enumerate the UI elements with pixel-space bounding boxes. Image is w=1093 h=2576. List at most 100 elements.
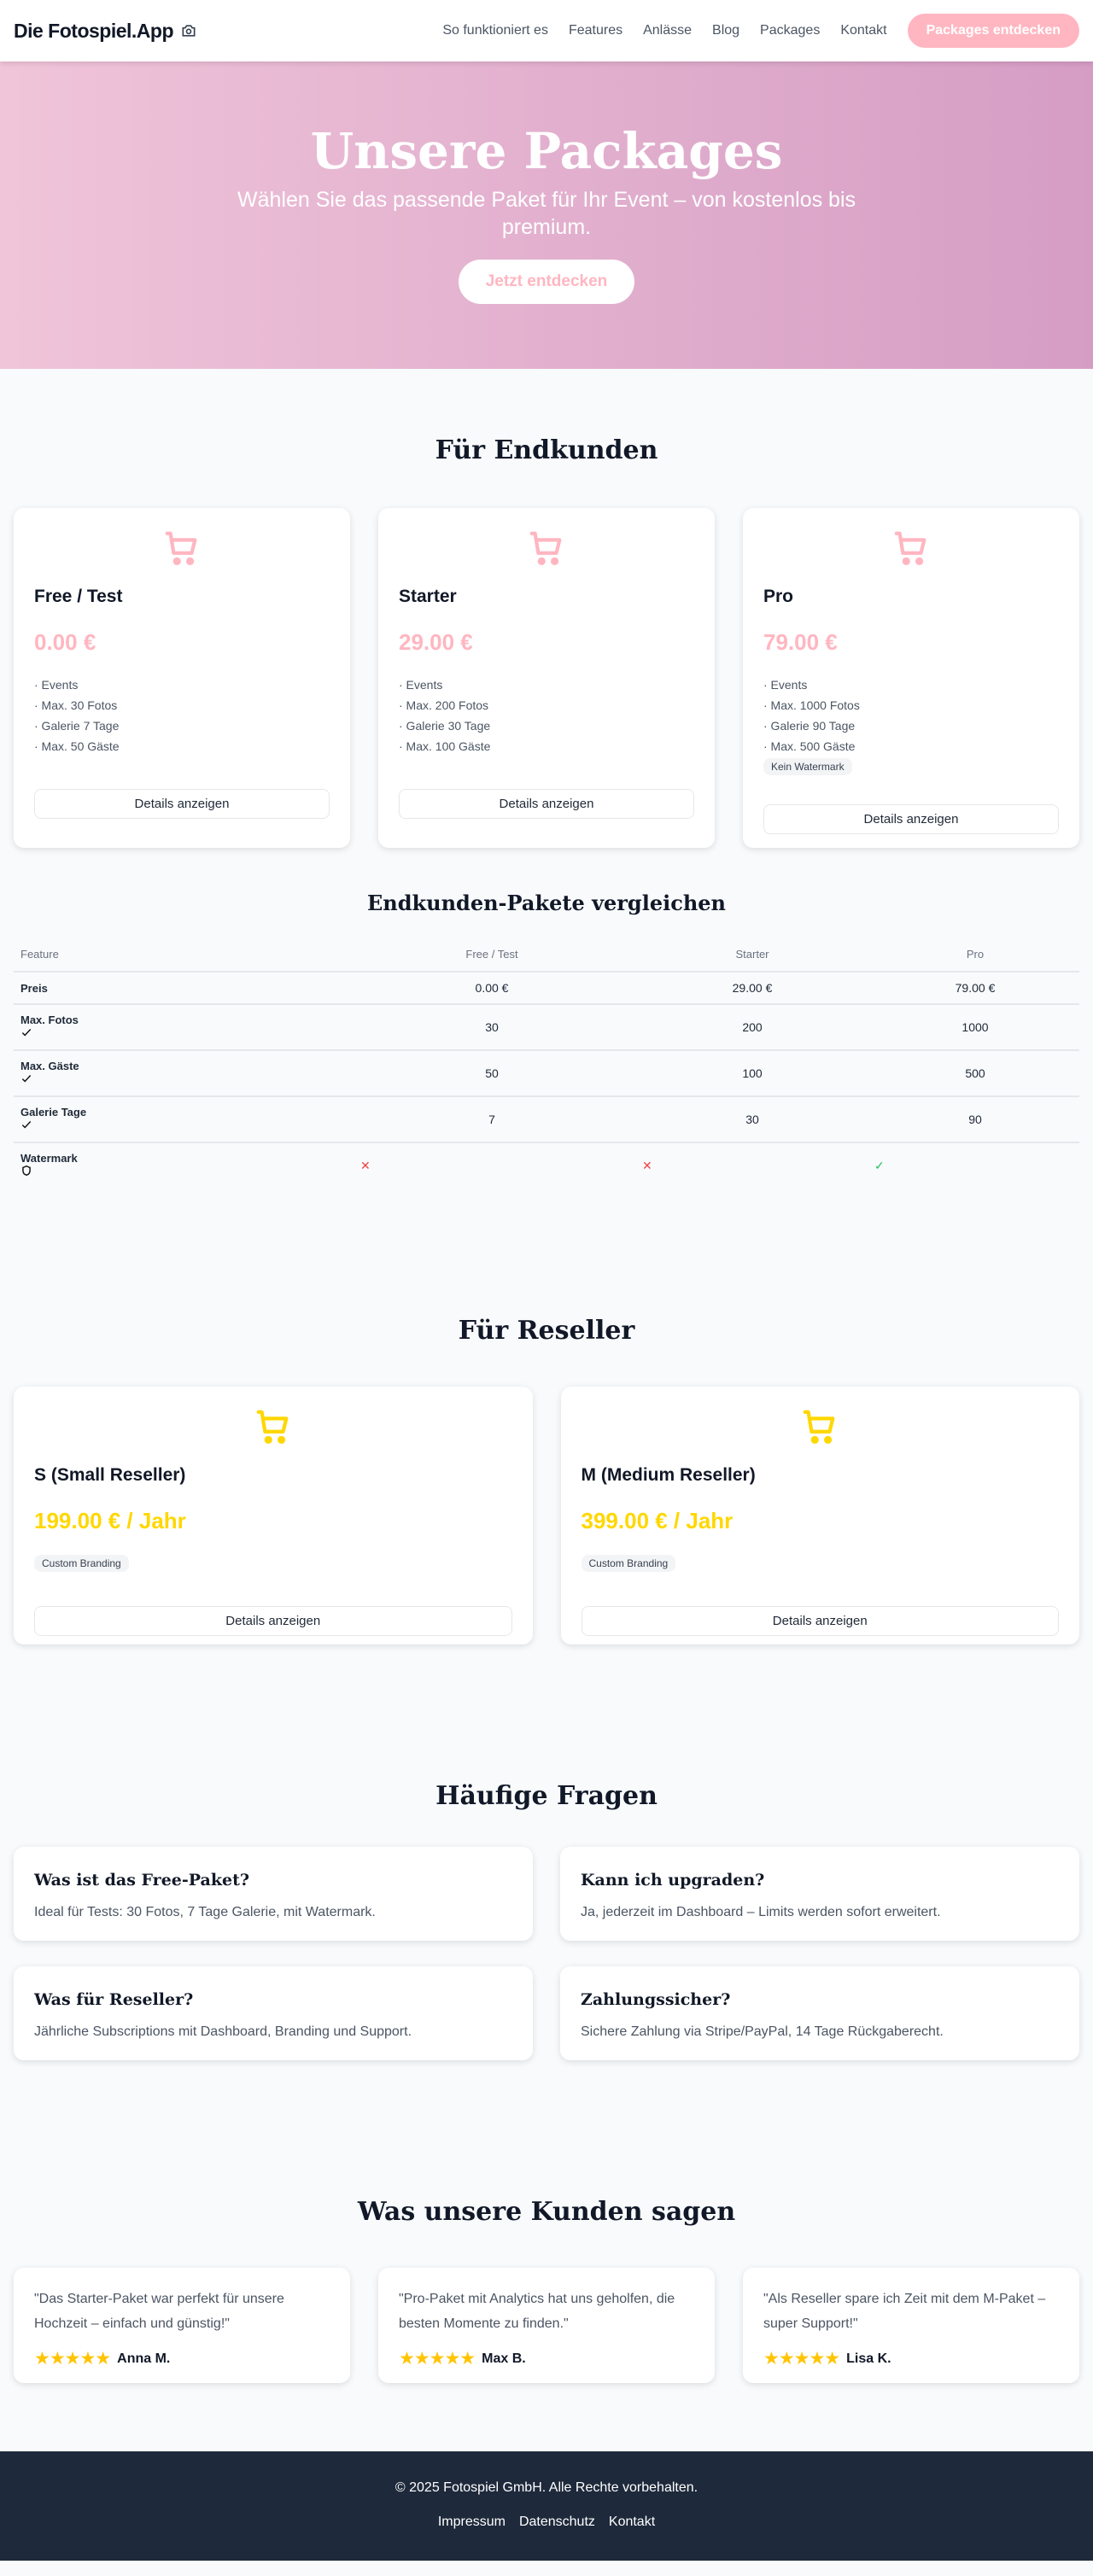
table-cell: 100: [634, 1050, 871, 1097]
table-cell: 1000: [871, 1004, 1079, 1051]
endkunden-section: Für Endkunden Free / Test 0.00 € · Event…: [0, 369, 1093, 1188]
feature-item: · Events: [763, 678, 808, 692]
feature-label: Watermark: [20, 1152, 78, 1165]
feature-tag: Kein Watermark: [763, 758, 852, 775]
check-icon: [21, 1029, 32, 1037]
table-cell: 500: [871, 1050, 1079, 1097]
feature-item: · Max. 500 Gäste: [763, 739, 856, 753]
table-row: Max. Fotos 30 200 1000: [14, 1004, 1079, 1051]
cross-icon: ✕: [642, 1158, 652, 1172]
feature-item: · Galerie 30 Tage: [399, 719, 491, 733]
faq-item[interactable]: Kann ich upgraden? Ja, jederzeit im Dash…: [560, 1847, 1079, 1941]
package-price: 79.00 €: [763, 629, 838, 655]
nav-link-anlaesse[interactable]: Anlässe: [643, 23, 693, 38]
package-name: Free / Test: [34, 587, 123, 606]
table-row: Watermark ✕ ✕ ✓: [14, 1142, 1079, 1188]
cart-icon: [256, 1410, 289, 1444]
package-price: 399.00 € / Jahr: [581, 1508, 734, 1533]
faq-question: Was für Reseller?: [34, 1990, 194, 2009]
testimonial-author: Lisa K.: [846, 2351, 891, 2366]
footer-link-datenschutz[interactable]: Datenschutz: [518, 2515, 595, 2529]
check-icon: [21, 1121, 32, 1129]
feature-label: Preis: [20, 981, 48, 995]
table-cell: 0.00 €: [350, 972, 634, 1005]
star-rating-icon: ★★★★★: [34, 2349, 111, 2369]
faq-item[interactable]: Was ist das Free-Paket? Ideal für Tests:…: [14, 1847, 533, 1941]
table-cell: 30: [350, 1004, 634, 1051]
faq-answer: Ja, jederzeit im Dashboard – Limits werd…: [581, 1905, 941, 1919]
feature-item: · Galerie 7 Tage: [34, 719, 120, 733]
hero-subtitle: Wählen Sie das passende Paket für Ihr Ev…: [237, 188, 856, 239]
faq-question: Was ist das Free-Paket?: [34, 1871, 250, 1890]
feature-item: · Galerie 90 Tage: [763, 719, 856, 733]
faq-item[interactable]: Zahlungssicher? Sichere Zahlung via Stri…: [560, 1966, 1079, 2060]
cart-icon: [894, 531, 926, 565]
testimonial-quote: "Pro-Paket mit Analytics hat uns geholfe…: [399, 2292, 675, 2331]
table-cell: 50: [350, 1050, 634, 1097]
nav-link-packages[interactable]: Packages: [760, 23, 821, 38]
feature-item: · Max. 200 Fotos: [399, 698, 489, 712]
nav-link-kontakt[interactable]: Kontakt: [840, 23, 887, 38]
column-header: Pro: [871, 938, 1079, 973]
feature-item: · Events: [399, 678, 443, 692]
compare-table: Feature Free / Test Starter Pro Preis 0.00 €2…: [14, 938, 1079, 1188]
details-button[interactable]: Details anzeigen: [763, 804, 1059, 834]
package-name: S (Small Reseller): [34, 1465, 186, 1485]
footer-link-impressum[interactable]: Impressum: [437, 2515, 506, 2529]
table-cell: 79.00 €: [871, 972, 1079, 1005]
table-row: Preis 0.00 €29.00 €79.00 €: [14, 972, 1079, 1005]
table-cell: 90: [871, 1096, 1079, 1143]
shield-icon: [22, 1165, 31, 1177]
nav-link-blog[interactable]: Blog: [712, 23, 740, 38]
packages-cta-button[interactable]: Packages entdecken: [907, 14, 1079, 48]
table-row: Max. Gäste 50 100 500: [14, 1050, 1079, 1097]
logo[interactable]: Die Fotospiel.App: [14, 20, 197, 43]
faq-item[interactable]: Was für Reseller? Jährliche Subscription…: [14, 1966, 533, 2060]
testimonial-quote: "Als Reseller spare ich Zeit mit dem M-P…: [763, 2292, 1046, 2331]
details-button[interactable]: Details anzeigen: [34, 1606, 512, 1636]
hero-title: Unsere Packages: [310, 122, 783, 180]
faq-answer: Sichere Zahlung via Stripe/PayPal, 14 Ta…: [581, 2024, 944, 2039]
feature-label: Galerie Tage: [20, 1106, 87, 1119]
details-button[interactable]: Details anzeigen: [581, 1606, 1059, 1636]
section-title: Für Endkunden: [435, 435, 658, 465]
check-icon: ✓: [874, 1158, 885, 1172]
column-header: Free / Test: [350, 938, 634, 973]
testimonial-quote: "Das Starter-Paket war perfekt für unser…: [34, 2292, 284, 2331]
package-card: Free / Test 0.00 € · Events · Max. 30 Fot…: [14, 508, 350, 848]
table-cell: 30: [634, 1096, 871, 1143]
testimonial-author: Max B.: [482, 2351, 526, 2366]
section-title: Für Reseller: [458, 1316, 635, 1346]
package-name: Pro: [763, 587, 794, 606]
hero-cta-button[interactable]: Jetzt entdecken: [458, 260, 635, 304]
table-cell: 7: [350, 1096, 634, 1143]
package-price: 0.00 €: [34, 629, 96, 655]
details-button[interactable]: Details anzeigen: [34, 789, 330, 819]
faq-question: Zahlungssicher?: [581, 1990, 731, 2009]
table-row: Galerie Tage 7 30 90: [14, 1096, 1079, 1143]
footer-link-kontakt[interactable]: Kontakt: [608, 2515, 656, 2529]
nav-link-features[interactable]: Features: [568, 23, 623, 38]
faq-answer: Jährliche Subscriptions mit Dashboard, B…: [34, 2024, 412, 2039]
details-button[interactable]: Details anzeigen: [399, 789, 694, 819]
feature-item: · Max. 100 Gäste: [399, 739, 491, 753]
testimonial-card: "Das Starter-Paket war perfekt für unser…: [14, 2268, 350, 2383]
package-price: 199.00 € / Jahr: [34, 1508, 186, 1533]
nav-link-so-funktioniert-es[interactable]: So funktioniert es: [442, 23, 548, 38]
star-rating-icon: ★★★★★: [399, 2349, 476, 2369]
table-cell: 29.00 €: [634, 972, 871, 1005]
cart-icon: [165, 531, 197, 565]
logo-text: Die Fotospiel.App: [14, 19, 174, 42]
column-header: Starter: [634, 938, 871, 973]
reseller-card: S (Small Reseller) 199.00 € / Jahr Custo…: [14, 1387, 533, 1644]
feature-item: · Events: [34, 678, 79, 692]
feature-item: · Max. 30 Fotos: [34, 698, 118, 712]
feature-tag: Custom Branding: [581, 1555, 676, 1572]
feature-tag: Custom Branding: [34, 1555, 129, 1572]
star-rating-icon: ★★★★★: [763, 2349, 840, 2369]
faq-section: Häufige Fragen Was ist das Free-Paket? I…: [0, 1644, 1093, 2060]
check-icon: [21, 1075, 32, 1083]
footer: © 2025 Fotospiel GmbH. Alle Rechte vorbe…: [0, 2451, 1093, 2561]
compare-title: Endkunden-Pakete vergleichen: [367, 891, 726, 915]
section-title: Häufige Fragen: [435, 1781, 658, 1811]
